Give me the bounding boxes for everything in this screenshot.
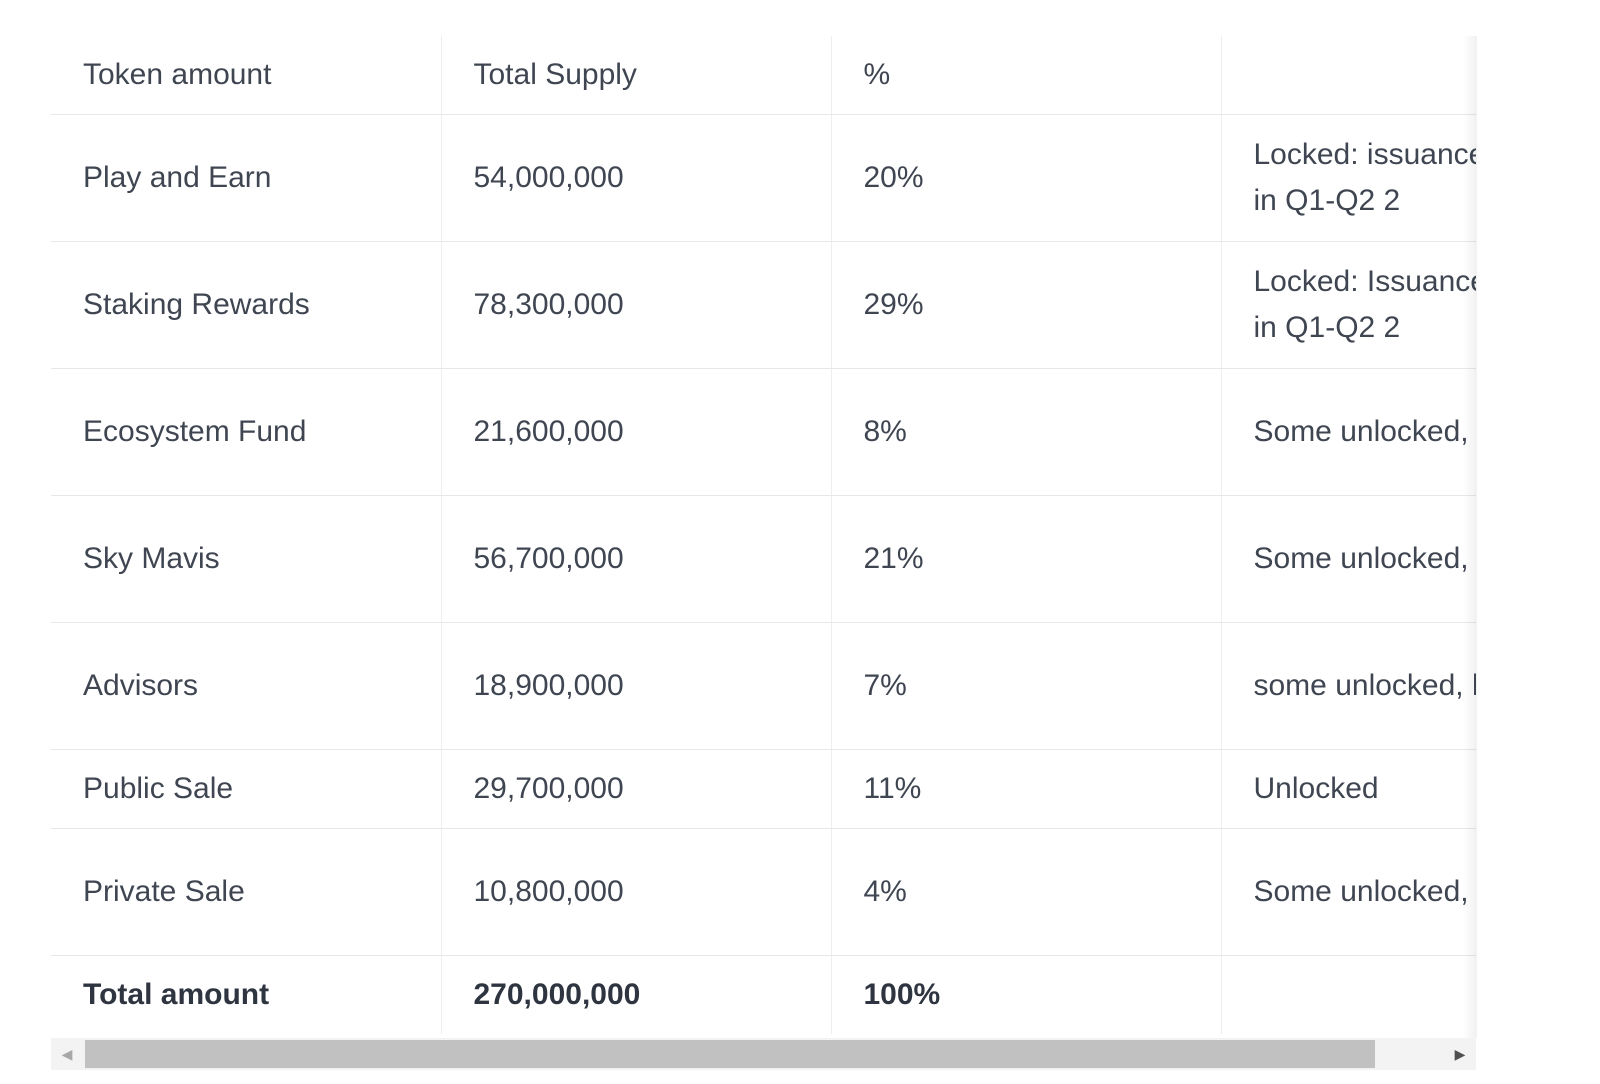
scrollbar-thumb[interactable] <box>85 1040 1375 1068</box>
total-status <box>1221 956 1476 1035</box>
table-row: Private Sale 10,800,000 4% Some unlocked… <box>51 828 1476 956</box>
row-supply: 18,900,000 <box>441 622 832 750</box>
row-percent: 7% <box>831 622 1222 750</box>
row-name: Sky Mavis <box>51 495 442 623</box>
row-name: Ecosystem Fund <box>51 368 442 496</box>
row-supply: 78,300,000 <box>441 241 832 369</box>
table-row: Sky Mavis 56,700,000 21% Some unlocked, … <box>51 495 1476 623</box>
token-allocation-table-viewport: Token amount Total Supply % Play and Ear… <box>51 36 1476 1038</box>
triangle-right-icon[interactable]: ▶ <box>1454 1045 1466 1062</box>
table-row: Public Sale 29,700,000 11% Unlocked <box>51 749 1476 829</box>
header-status <box>1221 36 1476 115</box>
token-allocation-table: Token amount Total Supply % Play and Ear… <box>51 36 1476 1034</box>
row-percent: 8% <box>831 368 1222 496</box>
row-status: Locked: issuance starts in Q1-Q2 2 <box>1221 114 1476 242</box>
row-percent: 4% <box>831 828 1222 956</box>
row-supply: 56,700,000 <box>441 495 832 623</box>
row-name: Public Sale <box>51 749 442 829</box>
total-percent: 100% <box>831 955 1222 1034</box>
table-total-row: Total amount 270,000,000 100% <box>51 955 1476 1035</box>
row-percent: 21% <box>831 495 1222 623</box>
header-token-amount: Token amount <box>51 36 442 115</box>
table-row: Ecosystem Fund 21,600,000 8% Some unlock… <box>51 368 1476 496</box>
table-row: Advisors 18,900,000 7% some unlocked, lo… <box>51 622 1476 750</box>
row-percent: 29% <box>831 241 1222 369</box>
row-supply: 29,700,000 <box>441 749 832 829</box>
table-header-row: Token amount Total Supply % <box>51 36 1476 115</box>
table-row: Play and Earn 54,000,000 20% Locked: iss… <box>51 114 1476 242</box>
row-name: Advisors <box>51 622 442 750</box>
row-status: Some unlocked, locked <box>1221 828 1476 956</box>
row-status: Some unlocked, locked <box>1221 368 1476 496</box>
row-name: Private Sale <box>51 828 442 956</box>
row-status: Locked: Issuance starts in Q1-Q2 2 <box>1221 241 1476 369</box>
table-row: Staking Rewards 78,300,000 29% Locked: I… <box>51 241 1476 369</box>
row-status: Unlocked <box>1221 749 1476 829</box>
row-name: Staking Rewards <box>51 241 442 369</box>
row-status: some unlocked, locked <box>1221 622 1476 750</box>
header-total-supply: Total Supply <box>441 36 832 115</box>
row-supply: 10,800,000 <box>441 828 832 956</box>
triangle-left-icon[interactable]: ◀ <box>61 1045 73 1062</box>
row-supply: 21,600,000 <box>441 368 832 496</box>
row-name: Play and Earn <box>51 114 442 242</box>
row-status: Some unlocked, locked <box>1221 495 1476 623</box>
row-percent: 11% <box>831 749 1222 829</box>
horizontal-scrollbar[interactable]: ◀ ▶ <box>51 1038 1476 1070</box>
row-supply: 54,000,000 <box>441 114 832 242</box>
row-percent: 20% <box>831 114 1222 242</box>
header-percent: % <box>831 36 1222 115</box>
total-supply: 270,000,000 <box>441 955 832 1034</box>
total-name: Total amount <box>51 955 442 1034</box>
